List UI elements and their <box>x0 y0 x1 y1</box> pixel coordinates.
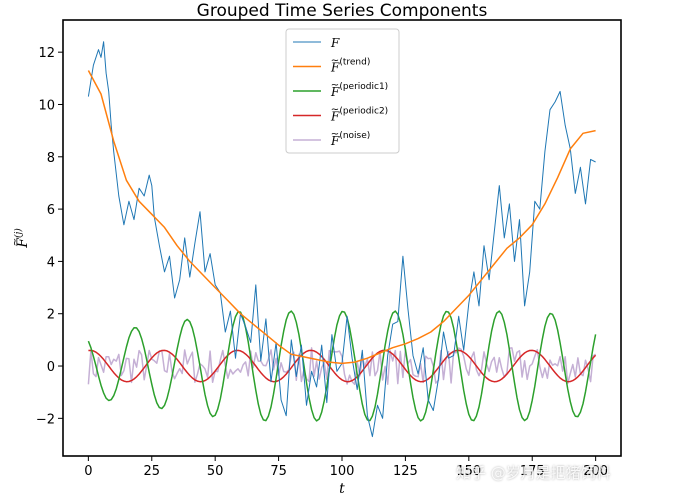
x-tick-label: 175 <box>520 464 545 479</box>
y-axis: −2 0 2 4 6 8 10 12 <box>36 46 63 427</box>
x-tick-label: 75 <box>270 464 287 479</box>
y-tick-label: 2 <box>47 308 55 323</box>
x-tick-label: 0 <box>84 464 92 479</box>
y-tick-label: −2 <box>36 412 55 427</box>
series-line-periodic2 <box>88 349 597 383</box>
svg-text:~: ~ <box>10 238 21 246</box>
chart-title: Grouped Time Series Components <box>197 1 488 21</box>
x-tick-label: 25 <box>143 464 160 479</box>
legend-label: F <box>330 36 340 50</box>
x-tick-label: 200 <box>583 464 608 479</box>
tilde-accent: ~ <box>331 105 339 116</box>
y-tick-label: 0 <box>47 360 55 375</box>
x-axis-label: t <box>339 481 345 497</box>
series-line-f <box>87 41 596 438</box>
x-tick-label: 150 <box>456 464 481 479</box>
tilde-accent: ~ <box>331 56 339 67</box>
series-line-trend <box>87 70 596 365</box>
y-tick-label: 8 <box>47 151 55 166</box>
legend: FF(trend)~F(periodic1)~F(periodic2)~F(no… <box>285 28 400 154</box>
y-tick-label: 10 <box>38 98 55 113</box>
watermark: 知乎 @岁月是把猪饲料 <box>456 464 611 482</box>
x-tick-label: 125 <box>393 464 418 479</box>
y-tick-label: 6 <box>47 203 55 218</box>
y-tick-label: 12 <box>38 46 55 61</box>
x-tick-label: 50 <box>207 464 224 479</box>
y-tick-label: 4 <box>47 255 55 270</box>
tilde-accent: ~ <box>331 80 339 91</box>
plot-area <box>87 41 597 438</box>
x-tick-label: 100 <box>330 464 355 479</box>
x-axis: 0 25 50 75 100 125 150 175 200 <box>84 456 608 479</box>
tilde-accent: ~ <box>331 129 339 140</box>
series-line-periodic1 <box>87 310 597 422</box>
